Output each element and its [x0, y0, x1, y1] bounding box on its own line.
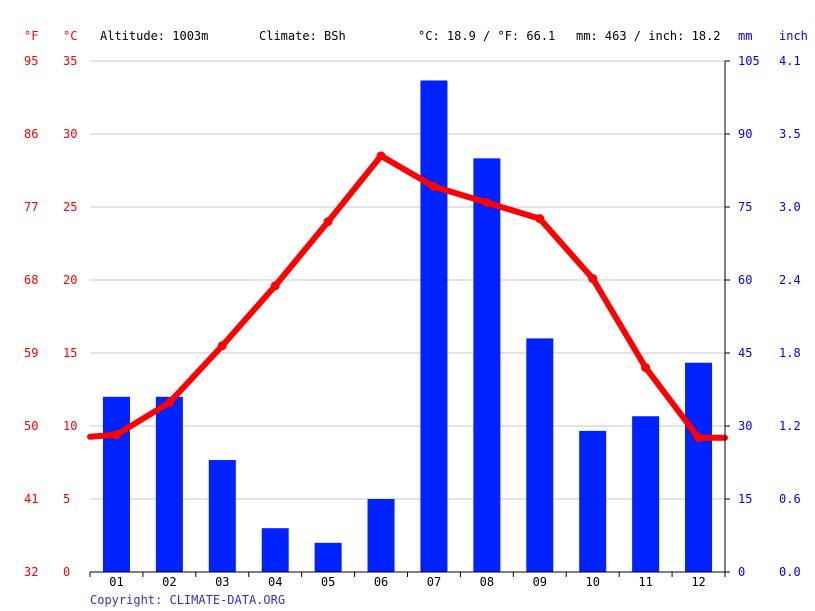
- tick-label-mm: 30: [738, 419, 752, 433]
- tick-label-month: 05: [321, 575, 335, 589]
- tick-label-celsius: 35: [63, 54, 77, 68]
- tick-label-month: 08: [480, 575, 494, 589]
- precipitation-bar: [632, 416, 660, 572]
- tick-label-fahrenheit: 95: [24, 54, 38, 68]
- tick-label-inch: 3.0: [779, 200, 801, 214]
- tick-label-month: 09: [533, 575, 547, 589]
- temperature-point: [270, 281, 280, 291]
- tick-label-mm: 60: [738, 273, 752, 287]
- tick-label-fahrenheit: 32: [24, 565, 38, 579]
- precipitation-bar: [208, 460, 236, 572]
- temperature-point: [429, 182, 439, 192]
- tick-label-fahrenheit: 50: [24, 419, 38, 433]
- unit-fahrenheit-label: °F: [24, 29, 38, 43]
- tick-label-celsius: 10: [63, 419, 77, 433]
- tick-label-month: 02: [162, 575, 176, 589]
- temperature-point: [694, 433, 704, 443]
- tick-label-fahrenheit: 41: [24, 492, 38, 506]
- tick-label-celsius: 30: [63, 127, 77, 141]
- precipitation-bar: [473, 158, 501, 573]
- tick-label-inch: 1.2: [779, 419, 801, 433]
- tick-label-fahrenheit: 59: [24, 346, 38, 360]
- temperature-line: [87, 151, 728, 443]
- precipitation-bar: [314, 542, 342, 572]
- tick-label-mm: 15: [738, 492, 752, 506]
- tick-label-month: 07: [427, 575, 441, 589]
- header: °F °C Altitude: 1003m Climate: BSh °C: 1…: [24, 29, 808, 43]
- tick-label-month: 03: [215, 575, 229, 589]
- tick-label-mm: 105: [738, 54, 760, 68]
- tick-label-celsius: 20: [63, 273, 77, 287]
- tick-label-month: 10: [585, 575, 599, 589]
- temperature-point: [535, 214, 545, 224]
- grid-lines: [90, 60, 725, 500]
- axes: [89, 60, 730, 577]
- unit-mm-label: mm: [738, 29, 752, 43]
- precipitation-average: mm: 463 / inch: 18.2: [576, 29, 721, 43]
- temperature-point: [111, 430, 121, 440]
- climate-label: Climate: BSh: [259, 29, 346, 43]
- precipitation-bar: [367, 499, 395, 572]
- tick-label-celsius: 0: [63, 565, 70, 579]
- tick-label-month: 06: [374, 575, 388, 589]
- tick-label-month: 01: [109, 575, 123, 589]
- temperature-point: [482, 198, 492, 208]
- tick-label-inch: 3.5: [779, 127, 801, 141]
- tick-label-inch: 2.4: [779, 273, 801, 287]
- tick-label-mm: 45: [738, 346, 752, 360]
- tick-label-month: 04: [268, 575, 282, 589]
- temperature-point: [641, 363, 651, 373]
- temperature-point: [588, 274, 598, 284]
- tick-label-celsius: 25: [63, 200, 77, 214]
- temperature-series-line: [87, 152, 728, 441]
- tick-label-inch: 0.0: [779, 565, 801, 579]
- tick-label-fahrenheit: 77: [24, 200, 38, 214]
- temperature-point: [323, 217, 333, 227]
- unit-inch-label: inch: [779, 29, 808, 43]
- precipitation-bar: [155, 396, 183, 572]
- precipitation-bar: [102, 396, 130, 572]
- temperature-point: [376, 151, 386, 161]
- tick-label-month: 12: [691, 575, 705, 589]
- tick-label-fahrenheit: 86: [24, 127, 38, 141]
- copyright-link[interactable]: Copyright: CLIMATE-DATA.ORG: [90, 593, 285, 607]
- precipitation-bar: [685, 362, 713, 572]
- precipitation-bar: [526, 338, 554, 572]
- tick-label-celsius: 5: [63, 492, 70, 506]
- tick-label-fahrenheit: 68: [24, 273, 38, 287]
- tick-label-mm: 75: [738, 200, 752, 214]
- tick-labels: 32 0 0 0.0 41 5 15 0.6 50 10 30 1.2 59 15 45 1.8 68 20 60 2…: [24, 54, 801, 589]
- temperature-point: [164, 398, 174, 408]
- precipitation-bar: [579, 430, 607, 572]
- precipitation-bar: [420, 80, 448, 572]
- precipitation-bar: [261, 528, 289, 572]
- tick-label-celsius: 15: [63, 346, 77, 360]
- tick-label-mm: 0: [738, 565, 745, 579]
- unit-celsius-label: °C: [63, 29, 77, 43]
- tick-label-inch: 1.8: [779, 346, 801, 360]
- precipitation-bars: [102, 80, 713, 573]
- tick-label-mm: 90: [738, 127, 752, 141]
- tick-label-inch: 4.1: [779, 54, 801, 68]
- tick-label-inch: 0.6: [779, 492, 801, 506]
- tick-label-month: 11: [638, 575, 652, 589]
- temperature-point: [217, 341, 227, 351]
- altitude-label: Altitude: 1003m: [100, 29, 208, 43]
- temperature-average: °C: 18.9 / °F: 66.1: [418, 29, 555, 43]
